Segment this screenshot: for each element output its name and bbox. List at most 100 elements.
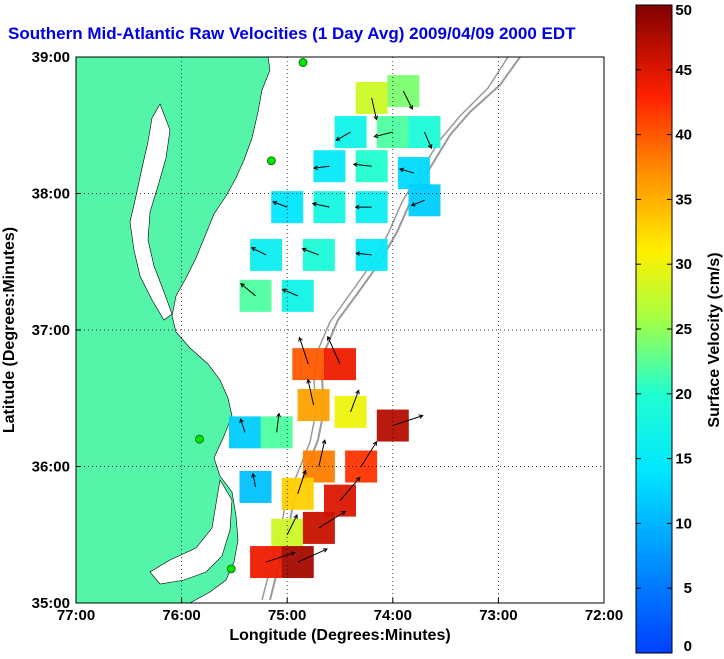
velocity-vector-head xyxy=(322,548,328,553)
velocity-vector xyxy=(276,413,280,433)
velocity-vector-head xyxy=(301,247,307,253)
y-tick-label: 37:00 xyxy=(32,322,70,339)
velocity-vector-head xyxy=(250,247,256,252)
x-tick-label: 76:00 xyxy=(162,607,200,624)
velocity-vector xyxy=(424,131,432,149)
velocity-vector xyxy=(356,252,372,256)
x-tick-label: 77:00 xyxy=(57,607,95,624)
colorbar-label: Surface Velocity (cm/s) xyxy=(706,252,723,427)
colorbar-tick-label: 15 xyxy=(675,451,692,468)
colorbar-tick-label: 30 xyxy=(675,256,692,273)
velocity-vector-head xyxy=(276,412,281,418)
velocity-vector-head xyxy=(326,335,332,341)
y-tick-label: 38:00 xyxy=(32,186,70,203)
velocity-vector xyxy=(240,283,256,297)
y-axis-label: Latitude (Degrees:Minutes) xyxy=(1,227,18,433)
velocity-vector xyxy=(411,199,425,206)
velocity-vector xyxy=(252,473,257,488)
velocity-cell xyxy=(239,279,272,312)
colorbar-tick-label: 0 xyxy=(684,638,692,655)
velocity-vector xyxy=(313,165,330,169)
colorbar-tick-label: 5 xyxy=(684,580,692,597)
velocity-cell xyxy=(239,470,272,503)
velocity-vector xyxy=(272,201,288,208)
velocity-vector xyxy=(312,202,330,208)
velocity-vector-head xyxy=(373,133,379,139)
colorbar-tick-label: 50 xyxy=(675,2,692,19)
y-tick-label: 39:00 xyxy=(32,49,70,66)
velocity-vector-head xyxy=(355,389,360,395)
velocity-vector xyxy=(353,163,372,167)
velocity-vector-head xyxy=(373,115,379,121)
velocity-vector-head xyxy=(355,251,361,256)
velocity-vector-head xyxy=(239,418,244,424)
velocity-vector-head xyxy=(313,165,318,171)
velocity-vector xyxy=(282,288,298,297)
colorbar-ticks: 0 5 10 15 20 25 30 35 40 45 50 xyxy=(636,2,692,655)
y-tick-label: 36:00 xyxy=(32,459,70,476)
velocity-vector-head xyxy=(251,472,256,478)
velocity-vector xyxy=(297,548,328,563)
velocity-vector-head xyxy=(408,104,413,110)
velocity-vector xyxy=(402,90,413,110)
velocity-vector xyxy=(318,440,326,467)
velocity-vector-head xyxy=(427,144,433,150)
hf-radar-stations xyxy=(195,58,308,574)
colorbar-tick-label: 10 xyxy=(675,515,692,532)
velocity-vector-head xyxy=(352,162,358,167)
velocity-vector xyxy=(265,552,295,563)
colorbar-tick-label: 40 xyxy=(675,127,692,144)
velocity-vector-head xyxy=(302,469,307,475)
station-marker xyxy=(298,58,308,67)
velocity-vector xyxy=(240,418,246,433)
colorbar-gradient xyxy=(635,4,673,654)
velocity-vector-head xyxy=(355,476,361,482)
x-tick-label: 75:00 xyxy=(268,607,306,624)
velocity-vector xyxy=(392,415,423,427)
velocity-vector-head xyxy=(293,514,298,520)
velocity-vector-head xyxy=(410,202,416,207)
x-tick-label: 74:00 xyxy=(374,607,412,624)
velocity-vector xyxy=(307,379,315,406)
colorbar-tick-label: 20 xyxy=(675,386,692,403)
velocity-vector xyxy=(251,247,267,256)
velocity-cell xyxy=(250,238,283,271)
y-axis-ticks: 35:00 36:00 37:00 38:00 39:00 xyxy=(32,49,81,612)
velocity-vector xyxy=(318,511,346,529)
velocity-vector-head xyxy=(341,510,347,516)
velocity-vector-head xyxy=(298,336,303,342)
y-tick-label: 35:00 xyxy=(32,595,70,612)
x-tick-label: 72:00 xyxy=(585,607,623,624)
velocity-vector-head xyxy=(354,204,360,210)
velocity-vector xyxy=(297,470,306,494)
velocity-vector-head xyxy=(272,200,278,206)
velocity-vector xyxy=(286,514,298,535)
velocity-vector xyxy=(374,131,393,138)
colorbar-tick-label: 25 xyxy=(675,321,692,338)
x-tick-label: 73:00 xyxy=(479,607,517,624)
station-marker xyxy=(195,434,204,444)
colorbar-tick-label: 45 xyxy=(675,62,692,79)
velocity-vector-head xyxy=(290,551,296,556)
chesapeake-bay xyxy=(129,103,173,321)
colorbar: 0 5 10 15 20 25 30 35 40 45 50 Surface Velocity (c… xyxy=(635,2,723,655)
velocity-vector-head xyxy=(240,283,245,288)
velocity-vector xyxy=(339,477,361,501)
station-marker xyxy=(226,564,236,574)
velocity-vector-head xyxy=(321,439,327,445)
velocity-vector-head xyxy=(306,378,311,384)
colorbar-tick-label: 35 xyxy=(675,191,692,208)
x-axis-ticks: 77:00 76:00 75:00 74:00 73:00 72:00 xyxy=(57,598,623,624)
chart-title: Southern Mid-Atlantic Raw Velocities (1 … xyxy=(8,24,576,43)
velocity-vectors xyxy=(239,90,433,563)
velocity-vector xyxy=(327,336,341,365)
velocity-vector-head xyxy=(281,288,287,293)
velocity-vector xyxy=(298,337,309,365)
velocity-vector-head xyxy=(418,414,424,419)
station-marker xyxy=(266,156,276,166)
velocity-vector xyxy=(399,168,415,174)
velocity-vector-head xyxy=(335,136,341,141)
x-axis-label: Longitude (Degrees:Minutes) xyxy=(229,627,450,644)
plot-area xyxy=(75,56,605,604)
